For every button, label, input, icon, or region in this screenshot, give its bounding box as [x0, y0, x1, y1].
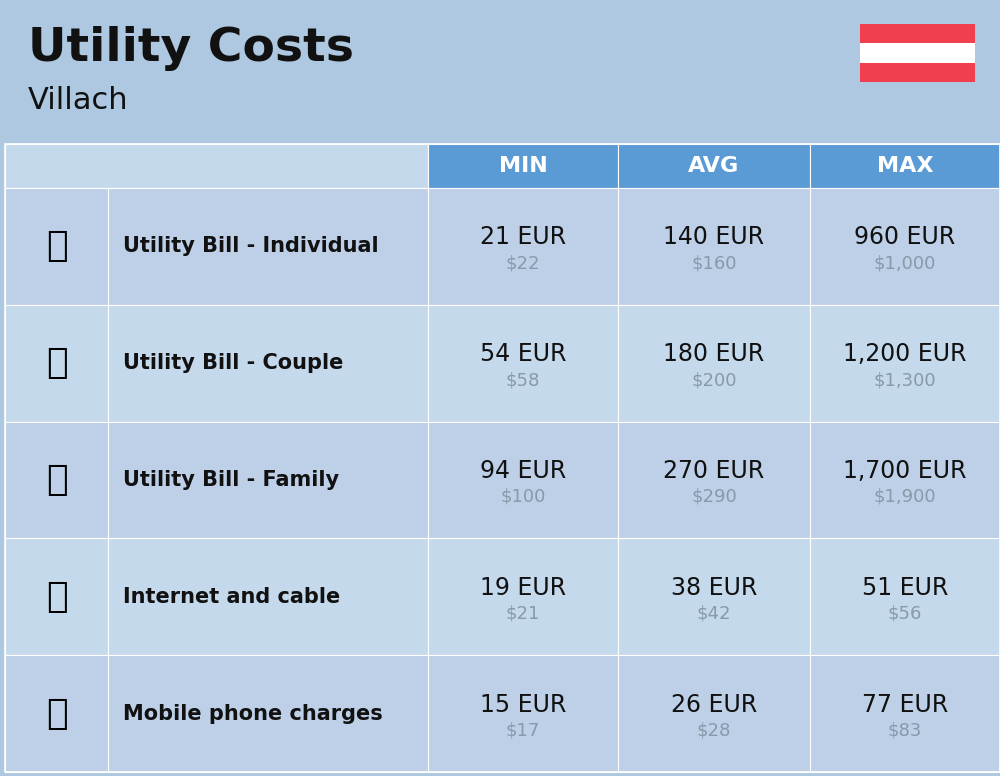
Bar	[5, 539, 108, 655]
Text: AVG: AVG	[688, 156, 740, 176]
Text: 🛠: 🛠	[46, 463, 67, 497]
Bar	[810, 144, 1000, 188]
Text: Utility Bill - Individual: Utility Bill - Individual	[123, 237, 379, 256]
Text: Villach: Villach	[28, 86, 129, 115]
Bar	[108, 188, 428, 305]
Text: $160: $160	[691, 255, 737, 272]
Bar	[618, 144, 810, 188]
Bar	[618, 539, 810, 655]
Text: $56: $56	[888, 605, 922, 623]
Bar	[428, 539, 618, 655]
Text: Utility Bill - Family: Utility Bill - Family	[123, 470, 339, 490]
Bar	[428, 188, 618, 305]
Bar	[5, 144, 428, 188]
Text: $21: $21	[506, 605, 540, 623]
Text: 26 EUR: 26 EUR	[671, 693, 757, 716]
Text: $17: $17	[506, 722, 540, 740]
Bar	[618, 188, 810, 305]
Bar	[810, 421, 1000, 539]
Bar	[428, 305, 618, 421]
Bar	[618, 421, 810, 539]
Text: 🛠: 🛠	[46, 230, 67, 263]
Text: 19 EUR: 19 EUR	[480, 576, 566, 600]
Text: $28: $28	[697, 722, 731, 740]
Text: 📶: 📶	[46, 580, 67, 614]
Text: 94 EUR: 94 EUR	[480, 459, 566, 483]
Text: $58: $58	[506, 371, 540, 390]
Text: Utility Bill - Couple: Utility Bill - Couple	[123, 353, 343, 373]
Bar	[5, 144, 1000, 772]
Text: 🛠: 🛠	[46, 346, 67, 380]
Bar	[810, 539, 1000, 655]
Bar	[108, 539, 428, 655]
Bar	[810, 655, 1000, 772]
Text: 1,200 EUR: 1,200 EUR	[843, 342, 967, 366]
Text: $83: $83	[888, 722, 922, 740]
Text: MIN: MIN	[499, 156, 547, 176]
Bar	[108, 655, 428, 772]
Text: Utility Costs: Utility Costs	[28, 26, 354, 71]
Bar	[108, 305, 428, 421]
Bar	[428, 655, 618, 772]
Bar	[428, 144, 618, 188]
Bar	[5, 305, 108, 421]
Bar	[860, 43, 975, 63]
Text: $100: $100	[500, 488, 546, 506]
Text: $42: $42	[697, 605, 731, 623]
Text: MAX: MAX	[877, 156, 933, 176]
Bar	[810, 188, 1000, 305]
Bar	[810, 305, 1000, 421]
Text: Mobile phone charges: Mobile phone charges	[123, 704, 383, 723]
Bar	[618, 305, 810, 421]
Text: 77 EUR: 77 EUR	[862, 693, 948, 716]
Text: $1,900: $1,900	[874, 488, 936, 506]
Text: 15 EUR: 15 EUR	[480, 693, 566, 716]
Text: $22: $22	[506, 255, 540, 272]
Text: 📱: 📱	[46, 697, 67, 730]
Text: Internet and cable: Internet and cable	[123, 587, 340, 607]
Text: 1,700 EUR: 1,700 EUR	[843, 459, 967, 483]
Text: 180 EUR: 180 EUR	[663, 342, 765, 366]
Text: $200: $200	[691, 371, 737, 390]
Bar	[860, 24, 975, 43]
Bar	[5, 188, 108, 305]
Text: 38 EUR: 38 EUR	[671, 576, 757, 600]
Bar	[5, 655, 108, 772]
Text: 54 EUR: 54 EUR	[480, 342, 566, 366]
Bar	[860, 63, 975, 82]
Text: 21 EUR: 21 EUR	[480, 225, 566, 249]
Text: 960 EUR: 960 EUR	[854, 225, 956, 249]
Text: $1,300: $1,300	[874, 371, 936, 390]
Bar	[5, 421, 108, 539]
Text: $1,000: $1,000	[874, 255, 936, 272]
Bar	[428, 421, 618, 539]
Bar	[108, 421, 428, 539]
Text: 270 EUR: 270 EUR	[663, 459, 765, 483]
Text: $290: $290	[691, 488, 737, 506]
Text: 51 EUR: 51 EUR	[862, 576, 948, 600]
Text: 140 EUR: 140 EUR	[663, 225, 765, 249]
Bar	[618, 655, 810, 772]
